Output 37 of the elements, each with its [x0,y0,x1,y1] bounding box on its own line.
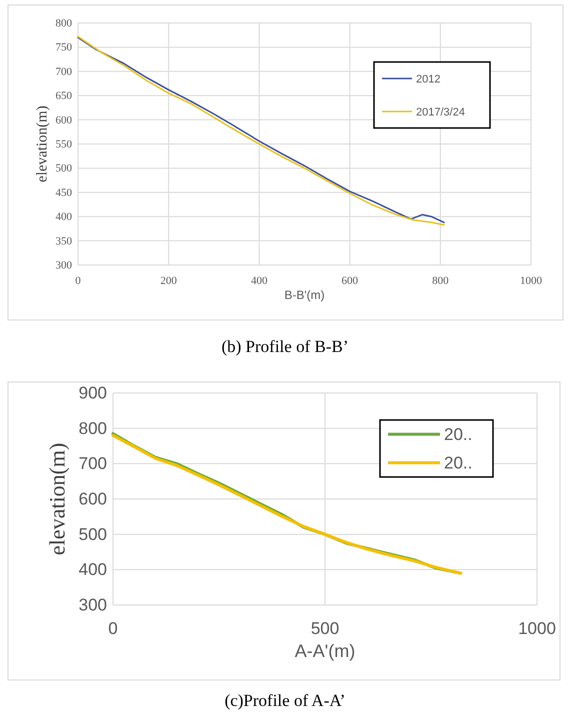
y-tick-label: 450 [56,186,72,199]
y-tick-label: 400 [56,211,72,224]
x-tick-label: 0 [75,274,82,287]
x-axis-title: B-B'(m) [284,288,325,302]
legend-label: 2017/3/24 [416,106,465,118]
legend-label: 20.. [444,454,472,473]
x-tick-label: 400 [250,274,268,287]
x-tick-label: 500 [310,619,340,638]
y-tick-label: 800 [78,418,107,438]
y-tick-label: 500 [78,524,107,544]
y-tick-label: 750 [56,42,72,54]
y-tick-label: 300 [78,595,107,614]
y-tick-label: 700 [78,454,107,474]
y-tick-label: 550 [56,138,72,151]
x-axis-title: A-A'(m) [294,641,356,661]
x-tick-label: 600 [342,274,359,287]
text: (c)Profile of A-A’ [224,691,346,710]
y-tick-label: 300 [56,260,72,272]
y-axis-title: elevation(m) [44,442,70,556]
y-tick-label: 800 [56,18,72,30]
x-tick-label: 200 [160,274,178,287]
legend-label: 2012 [416,73,440,86]
y-tick-label: 900 [78,383,107,402]
y-tick-label: 500 [56,162,72,175]
y-tick-label: 700 [56,66,72,78]
legend-label: 20.. [444,425,472,444]
y-tick-label: 400 [78,560,107,580]
y-tick-label: 350 [56,235,72,248]
x-tick-label: 1000 [520,274,542,287]
y-tick-label: 600 [56,114,72,126]
y-axis-title: elevation(m) [34,106,50,182]
x-tick-label: 1000 [518,619,556,638]
text: (b) Profile of B-B’ [221,337,349,356]
y-tick-label: 650 [56,90,72,102]
x-tick-label: 0 [108,619,118,638]
y-tick-label: 600 [78,489,107,508]
x-tick-label: 800 [432,274,450,287]
